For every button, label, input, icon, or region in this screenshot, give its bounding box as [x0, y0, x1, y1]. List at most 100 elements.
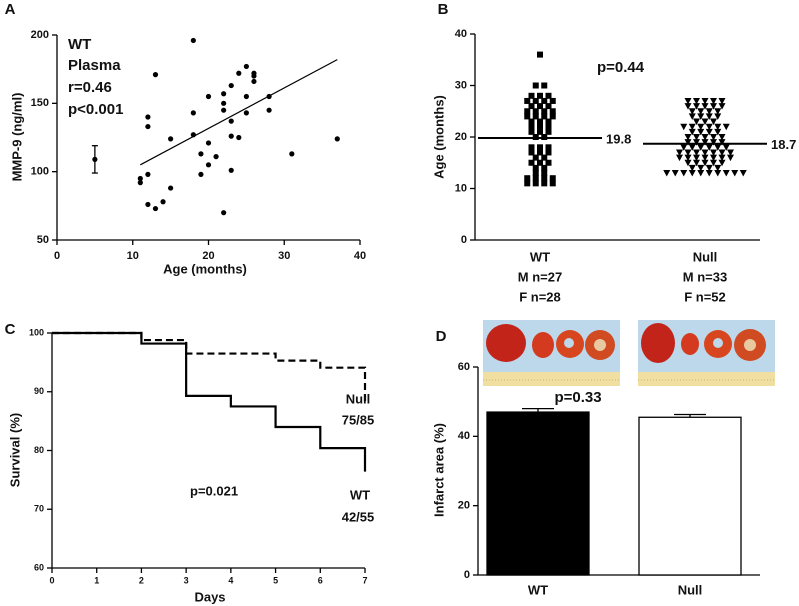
y-axis-label: MMP-9 (ng/ml) — [9, 93, 24, 182]
y-tick-label: 150 — [31, 97, 49, 109]
y-axis-label: Survival (%) — [7, 413, 22, 487]
point — [524, 97, 531, 104]
point — [549, 113, 556, 120]
point — [532, 164, 539, 171]
point — [684, 159, 692, 167]
point — [710, 159, 717, 167]
point — [688, 123, 696, 131]
x-tick-label: Null — [678, 582, 703, 597]
point — [541, 97, 548, 104]
point — [228, 133, 234, 139]
point — [549, 175, 556, 182]
annotation: p=0.021 — [190, 483, 238, 498]
point — [168, 136, 174, 142]
point — [545, 144, 552, 151]
point — [532, 108, 539, 115]
point — [697, 113, 705, 120]
point — [537, 51, 543, 58]
point — [524, 175, 531, 182]
point — [528, 128, 535, 135]
point — [714, 170, 722, 177]
point — [684, 103, 692, 110]
point — [710, 97, 717, 105]
point — [152, 72, 159, 78]
point — [693, 149, 700, 156]
y-tick-label: 100 — [29, 327, 44, 337]
point — [718, 134, 726, 141]
point — [701, 159, 709, 167]
point — [137, 175, 143, 182]
point — [684, 139, 692, 146]
point — [537, 159, 543, 166]
point — [541, 170, 548, 177]
annotation: Plasma — [68, 57, 121, 74]
y-tick-label: 200 — [31, 29, 49, 41]
category-note: F n=28 — [519, 289, 561, 304]
point — [532, 175, 539, 182]
category-note: M n=33 — [683, 269, 727, 284]
point — [705, 144, 713, 151]
point — [537, 144, 543, 151]
y-tick-label: 0 — [461, 234, 467, 246]
point — [684, 134, 692, 141]
point — [532, 154, 539, 161]
y-tick-label: 30 — [455, 79, 467, 91]
point — [537, 92, 543, 99]
point — [701, 139, 709, 146]
point — [236, 134, 242, 141]
y-tick-label: 60 — [34, 562, 44, 572]
point — [727, 154, 734, 162]
annotation: p=0.33 — [554, 389, 601, 406]
point — [697, 144, 705, 151]
panel-label: C — [5, 321, 16, 338]
x-tick-label: Null — [693, 249, 718, 264]
point — [718, 149, 726, 156]
point — [680, 144, 688, 151]
point — [545, 92, 552, 99]
point — [243, 63, 249, 70]
point — [739, 170, 747, 177]
point — [701, 103, 709, 110]
bar — [486, 411, 590, 576]
point — [688, 128, 696, 136]
point — [718, 139, 726, 146]
point — [545, 103, 552, 110]
x-tick-label: 2 — [139, 575, 144, 585]
photo-wt — [483, 320, 620, 386]
point — [718, 154, 726, 162]
point — [680, 123, 688, 131]
trendline — [140, 59, 338, 166]
point — [213, 154, 219, 160]
point — [541, 134, 548, 140]
point — [537, 149, 543, 156]
x-tick-label: 1 — [94, 575, 99, 585]
point — [243, 110, 249, 116]
point — [528, 118, 535, 125]
point — [710, 149, 717, 156]
x-tick-label: 0 — [54, 250, 60, 262]
photo-null — [638, 320, 775, 386]
x-tick-label: 30 — [278, 250, 290, 262]
point — [137, 180, 143, 186]
point — [537, 103, 543, 110]
point — [228, 167, 234, 173]
point — [697, 128, 705, 136]
legend-label: WT — [350, 487, 370, 502]
point — [145, 123, 151, 130]
point — [221, 100, 227, 106]
x-tick-label: 5 — [273, 575, 278, 585]
point — [251, 78, 257, 85]
x-tick-label: 6 — [318, 575, 323, 585]
point — [541, 108, 548, 115]
point — [688, 164, 696, 172]
point — [705, 113, 713, 120]
legend-count: 42/55 — [342, 509, 375, 524]
point — [532, 82, 539, 89]
point — [537, 118, 543, 125]
point — [663, 170, 671, 177]
point — [710, 134, 717, 141]
point — [266, 107, 272, 113]
point — [528, 144, 535, 151]
point — [145, 171, 151, 177]
point — [701, 97, 709, 105]
